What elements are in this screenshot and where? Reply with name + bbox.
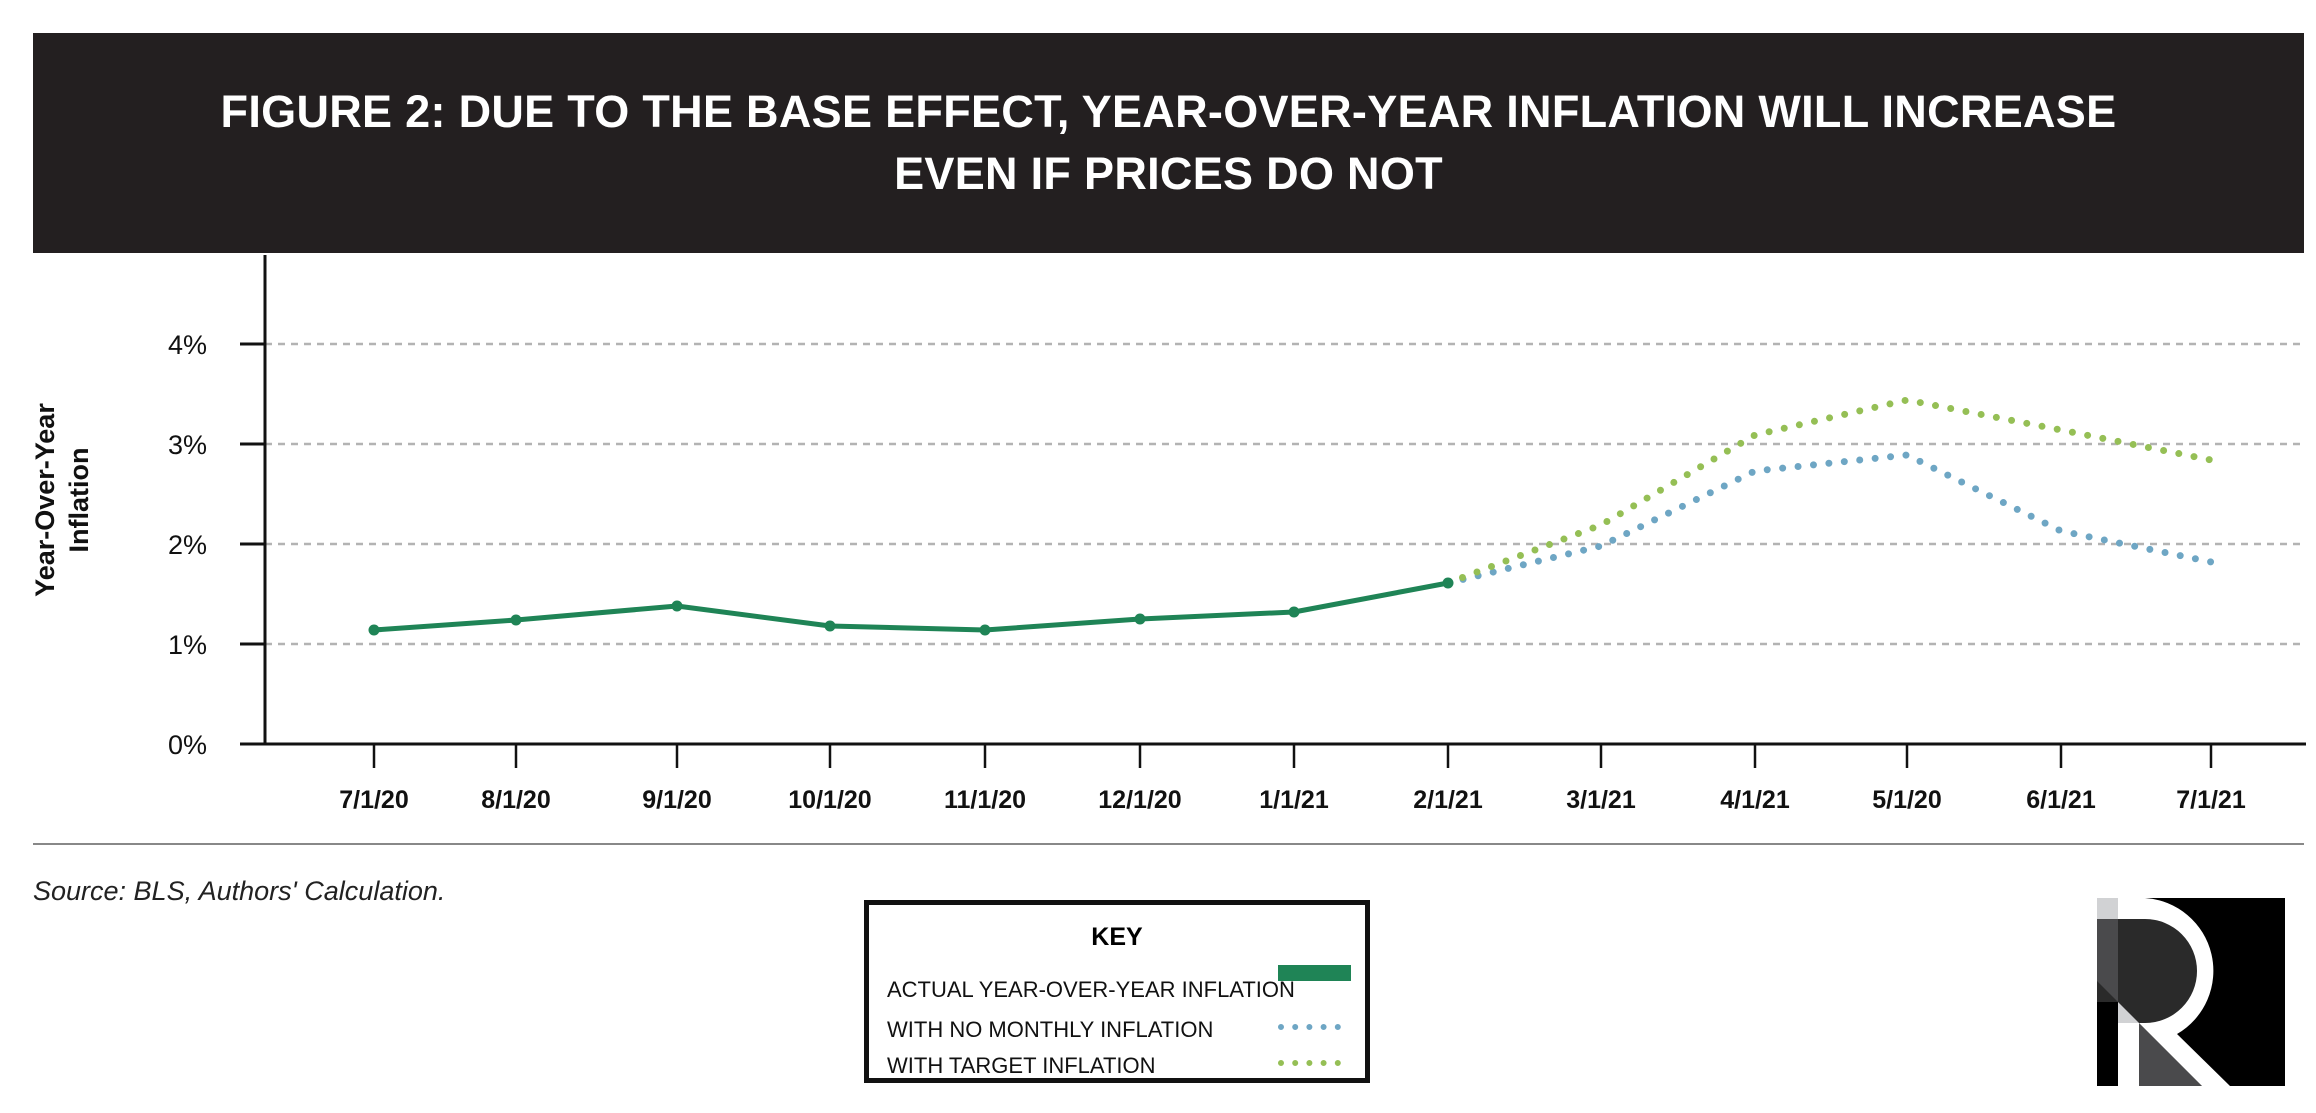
data-point-actual [979,624,991,636]
data-point-actual [1134,613,1146,625]
x-tick-label: 7/1/21 [2176,786,2246,814]
x-tick-label: 10/1/20 [788,786,871,814]
data-point-actual [1442,577,1454,589]
y-tick-label: 1% [168,630,207,660]
logo [2097,898,2285,1086]
x-tick-label: 3/1/21 [1566,786,1636,814]
series-line-target [1444,396,2215,587]
figure-title-banner: FIGURE 2: DUE TO THE BASE EFFECT, YEAR-O… [33,33,2304,253]
x-tick-label: 6/1/21 [2026,786,2096,814]
data-point-actual [824,620,836,632]
x-tick-label: 1/1/21 [1259,786,1329,814]
x-tick-label: 9/1/20 [642,786,712,814]
legend-label-target: WITH TARGET INFLATION [887,1053,1156,1078]
y-axis-label-line: Inflation [64,448,94,553]
legend-label-no-monthly: WITH NO MONTHLY INFLATION [887,1017,1214,1042]
x-tick-label: 4/1/21 [1720,786,1790,814]
y-tick-label: 3% [168,430,207,460]
legend-key: KEY ACTUAL YEAR-OVER-YEAR INFLATION WITH… [864,900,1370,1083]
legend-swatch-actual [1278,965,1351,981]
data-point-actual [671,600,683,612]
data-point-actual [368,624,380,636]
x-tick-label: 5/1/20 [1872,786,1942,814]
x-tick-label: 8/1/20 [481,786,551,814]
figure-title-line-1: FIGURE 2: DUE TO THE BASE EFFECT, YEAR-O… [220,86,2117,137]
data-point-actual [510,614,522,626]
legend-title: KEY [1091,923,1143,951]
legend-label-actual: ACTUAL YEAR-OVER-YEAR INFLATION [887,977,1295,1002]
figure-title-line-2: EVEN IF PRICES DO NOT [894,148,1443,199]
series-line-actual [373,580,1449,633]
line-chart: 0% 1% 2% 3% 4% 7/1/20 8/1/20 9/1/20 10/1/20 11/1/… [30,255,2306,845]
x-tick-label: 11/1/20 [944,786,1026,814]
y-axis-label-line: Year-Over-Year [30,403,60,597]
data-point-actual [1288,606,1300,618]
y-tick-label: 4% [168,330,207,360]
x-tick-label: 2/1/21 [1413,786,1483,814]
y-tick-label: 0% [168,730,207,760]
x-tick-label: 7/1/20 [339,786,409,814]
y-axis-label: Year-Over-Year Inflation [30,403,94,597]
x-tick-label: 12/1/20 [1098,786,1181,814]
series-line-no-monthly [1444,451,2215,587]
source-note: Source: BLS, Authors' Calculation. [33,876,446,906]
y-tick-label: 2% [168,530,207,560]
